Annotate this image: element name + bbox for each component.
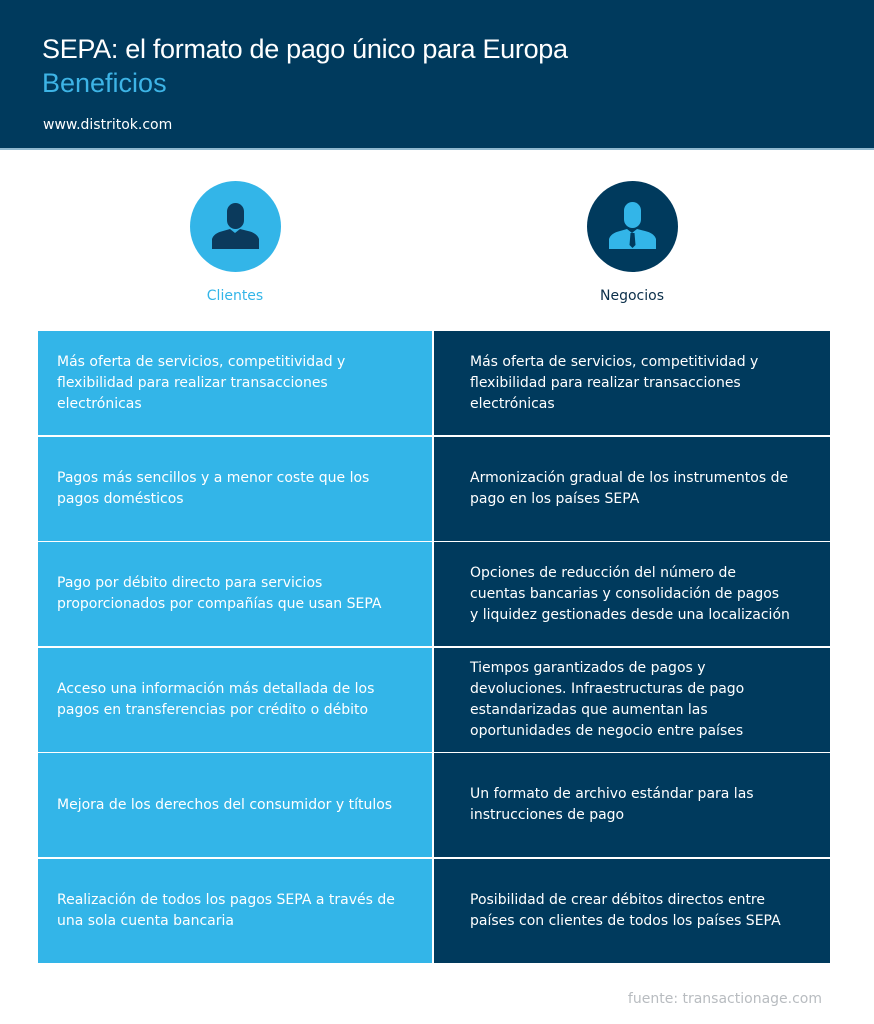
clientes-cell: Pago por débito directo para servicios p… (38, 542, 432, 647)
table-row: Pagos más sencillos y a menor coste que … (38, 436, 830, 541)
table-row: Pago por débito directo para servicios p… (38, 542, 830, 647)
clientes-cell: Acceso una información más detallada de … (38, 647, 432, 752)
website-link[interactable]: www.distritok.com (43, 117, 173, 133)
negocios-cell: Posibilidad de crear débitos directos en… (434, 858, 830, 963)
negocios-cell: Tiempos garantizados de pagos y devoluci… (434, 647, 830, 752)
negocios-cell: Un formato de archivo estándar para las … (434, 753, 830, 858)
negocios-cell: Más oferta de servicios, competitividad … (434, 331, 830, 435)
table-row: Acceso una información más detallada de … (38, 647, 830, 752)
page-subtitle: Beneficios (42, 68, 167, 98)
businessman-icon (587, 181, 678, 272)
table-row: Mejora de los derechos del consumidor y … (38, 753, 830, 858)
person-icon (190, 181, 281, 272)
clientes-cell: Mejora de los derechos del consumidor y … (38, 753, 432, 858)
clientes-cell: Más oferta de servicios, competitividad … (38, 331, 432, 435)
clientes-cell: Realización de todos los pagos SEPA a tr… (38, 858, 432, 963)
negocios-cell: Opciones de reducción del número de cuen… (434, 542, 830, 647)
source-credit: fuente: transactionage.com (627, 991, 822, 1007)
page-title: SEPA: el formato de pago único para Euro… (42, 34, 568, 64)
negocios-cell: Armonización gradual de los instrumentos… (434, 436, 830, 541)
column-label-clientes: Clientes (206, 288, 264, 304)
column-label-negocios: Negocios (600, 288, 664, 304)
benefits-table: Más oferta de servicios, competitividad … (38, 331, 830, 965)
header-banner: SEPA: el formato de pago único para Euro… (0, 0, 874, 150)
clientes-cell: Pagos más sencillos y a menor coste que … (38, 436, 432, 541)
table-row: Realización de todos los pagos SEPA a tr… (38, 858, 830, 963)
table-row: Más oferta de servicios, competitividad … (38, 331, 830, 435)
